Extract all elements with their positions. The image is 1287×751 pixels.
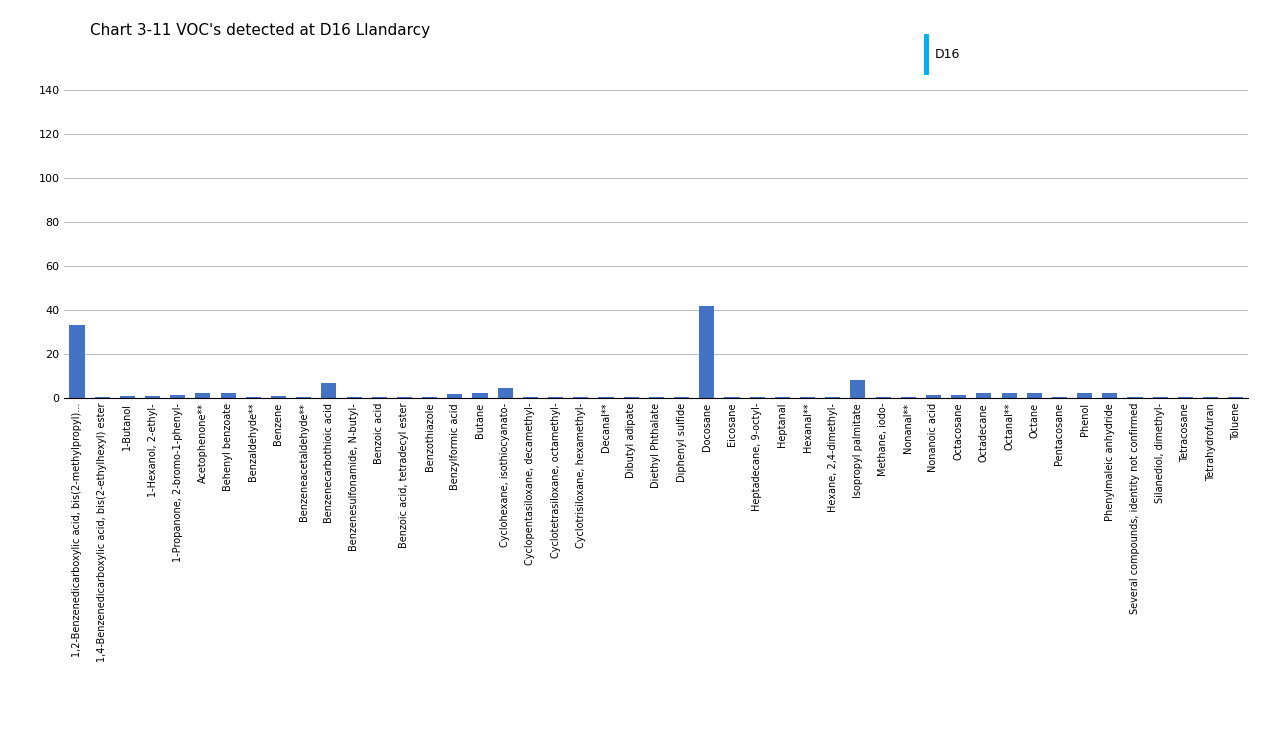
Bar	[170, 395, 185, 398]
Bar	[801, 397, 815, 398]
Bar	[1102, 393, 1117, 398]
Bar	[699, 306, 714, 398]
Bar	[145, 396, 160, 398]
Bar	[396, 397, 412, 398]
Bar	[1127, 397, 1143, 398]
Bar	[674, 397, 689, 398]
Bar	[875, 397, 891, 398]
Bar	[624, 397, 638, 398]
Bar	[951, 395, 967, 398]
Bar	[523, 397, 538, 398]
Bar	[1051, 397, 1067, 398]
Bar	[272, 396, 286, 398]
Bar	[851, 381, 865, 398]
Bar	[1203, 397, 1219, 398]
Bar	[977, 393, 991, 398]
Bar	[120, 396, 135, 398]
Bar	[1178, 397, 1193, 398]
Bar	[649, 397, 664, 398]
Bar	[901, 397, 916, 398]
Bar	[94, 397, 109, 398]
Bar	[1027, 393, 1041, 398]
Bar	[372, 397, 387, 398]
Bar	[573, 397, 588, 398]
Bar	[220, 393, 236, 398]
Bar	[498, 388, 512, 398]
Bar	[548, 397, 564, 398]
Bar	[69, 325, 85, 398]
Bar	[346, 397, 362, 398]
Bar	[472, 393, 488, 398]
Bar	[1001, 393, 1017, 398]
Bar	[825, 397, 840, 398]
Bar	[322, 382, 336, 398]
Bar	[1153, 397, 1167, 398]
Bar	[925, 395, 941, 398]
Bar	[775, 397, 790, 398]
Text: D16: D16	[934, 48, 960, 62]
Bar	[1228, 397, 1243, 398]
Bar	[448, 394, 462, 398]
Bar	[296, 397, 311, 398]
Bar	[749, 397, 764, 398]
Text: Chart 3-11 VOC's detected at D16 Llandarcy: Chart 3-11 VOC's detected at D16 Llandar…	[90, 23, 430, 38]
Bar	[1077, 393, 1093, 398]
Bar	[246, 397, 261, 398]
Bar	[422, 397, 438, 398]
Bar	[598, 397, 614, 398]
Bar	[725, 397, 740, 398]
Bar	[196, 393, 211, 398]
